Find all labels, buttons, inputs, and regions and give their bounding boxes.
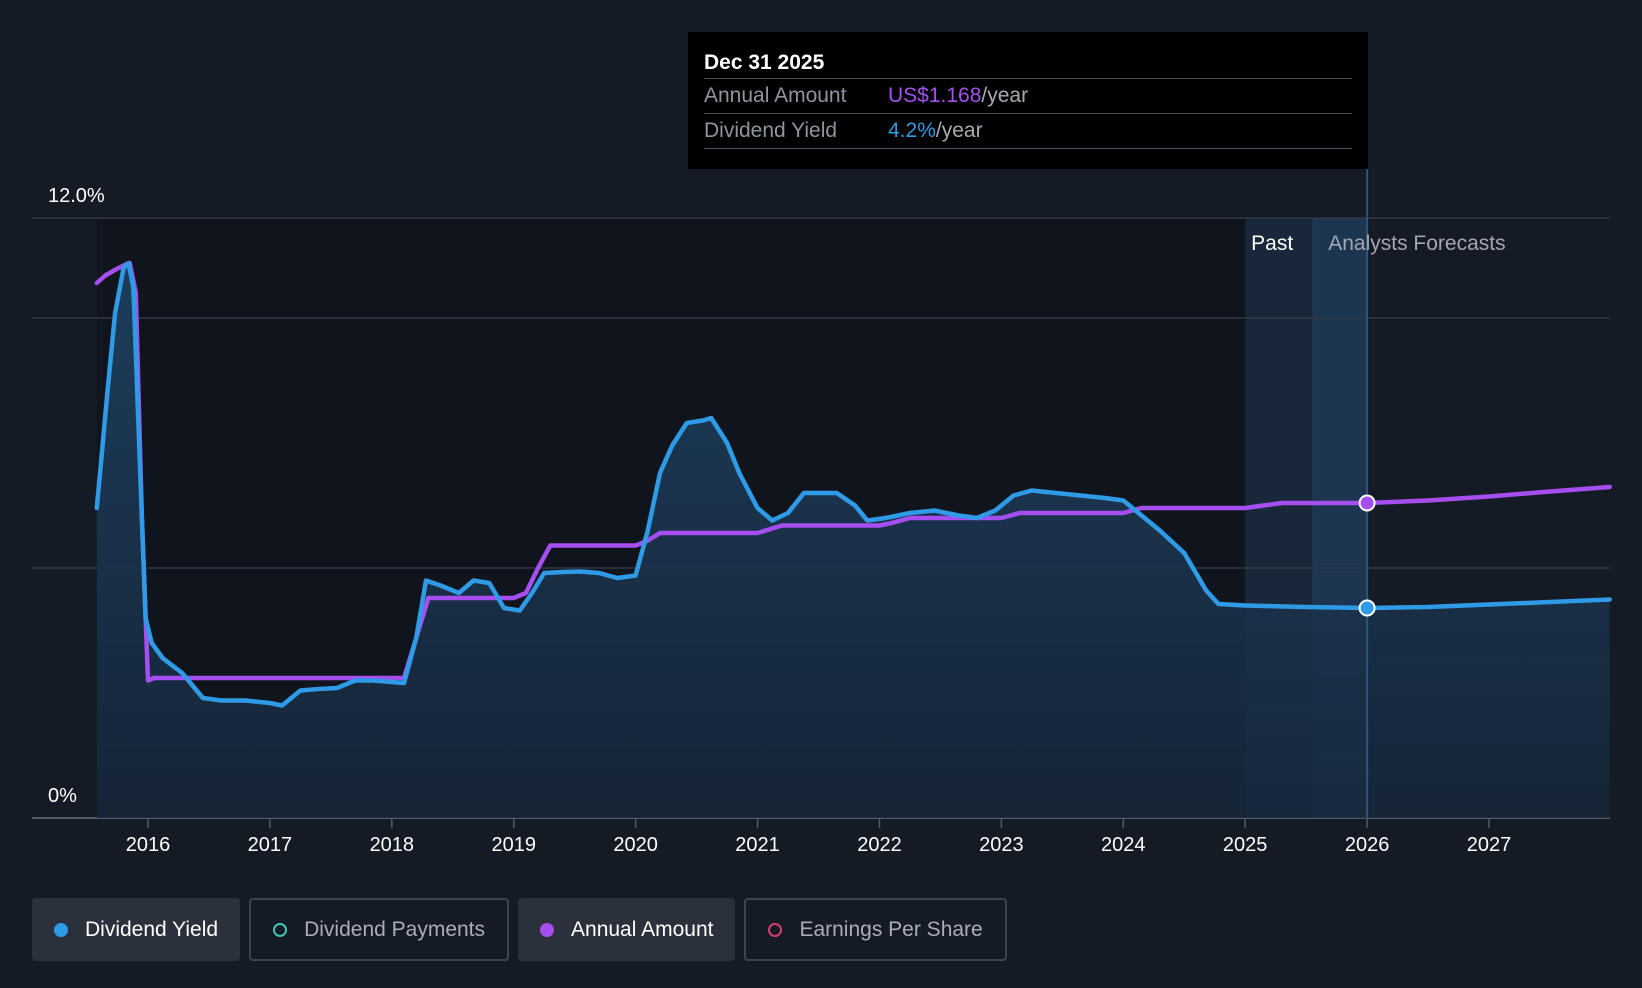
x-tick-label: 2022 bbox=[857, 834, 902, 856]
x-tick-label: 2019 bbox=[491, 834, 536, 856]
legend-label: Earnings Per Share bbox=[799, 917, 983, 941]
legend-label: Dividend Payments bbox=[304, 917, 486, 941]
x-tick-label: 2016 bbox=[126, 834, 171, 856]
forecast-label: Analysts Forecasts bbox=[1328, 232, 1505, 255]
tooltip-unit: /year bbox=[981, 84, 1029, 107]
legend-item-dividend-yield[interactable]: Dividend Yield bbox=[32, 898, 241, 961]
tooltip-label: Annual Amount bbox=[704, 84, 847, 107]
past-label: Past bbox=[1251, 232, 1293, 255]
x-tick-label: 2025 bbox=[1223, 834, 1268, 856]
dividend-yield-line bbox=[94, 260, 1612, 708]
legend-item-earnings-per-share[interactable]: Earnings Per Share bbox=[744, 898, 1007, 961]
legend-ring-icon bbox=[273, 922, 288, 937]
tooltip-value: US$1.168 bbox=[888, 84, 982, 107]
legend-item-annual-amount[interactable]: Annual Amount bbox=[518, 898, 736, 961]
legend-label: Dividend Yield bbox=[85, 917, 219, 941]
tooltip-row-dividend-yield: Dividend Yield 4.2% /year bbox=[704, 113, 1352, 149]
x-tick-label: 2018 bbox=[370, 834, 415, 856]
x-tick-label: 2021 bbox=[735, 834, 780, 856]
tooltip-label: Dividend Yield bbox=[704, 119, 838, 142]
tooltip-unit: /year bbox=[935, 119, 983, 142]
legend-dot-icon bbox=[54, 922, 68, 937]
dividend-yield-area bbox=[96, 263, 1610, 818]
x-tick-label: 2023 bbox=[979, 834, 1024, 856]
tooltip-date: Dec 31 2025 bbox=[704, 51, 825, 74]
annual-amount-marker bbox=[1358, 494, 1376, 512]
legend-dot-icon bbox=[540, 922, 555, 937]
x-tick-label: 2020 bbox=[613, 834, 658, 856]
legend-item-dividend-payments[interactable]: Dividend Payments bbox=[249, 898, 510, 961]
legend-label: Annual Amount bbox=[571, 917, 714, 941]
tooltip-value: 4.2% bbox=[888, 119, 936, 142]
y-tick-label: 0% bbox=[48, 785, 77, 807]
chart-legend: Dividend Yield Dividend Payments Annual … bbox=[32, 898, 1007, 961]
x-tick-label: 2017 bbox=[248, 834, 293, 856]
x-tick-label: 2027 bbox=[1467, 834, 1512, 856]
x-tick-label: 2026 bbox=[1345, 834, 1390, 856]
x-tick-label: 2024 bbox=[1101, 834, 1146, 856]
y-tick-label: 12.0% bbox=[48, 185, 105, 207]
dividend-yield-marker bbox=[1358, 599, 1376, 617]
chart-tooltip: Dec 31 2025 Annual Amount US$1.168 /year… bbox=[688, 32, 1368, 169]
tooltip-row-annual-amount: Annual Amount US$1.168 /year bbox=[704, 78, 1352, 113]
legend-ring-icon bbox=[768, 922, 783, 937]
